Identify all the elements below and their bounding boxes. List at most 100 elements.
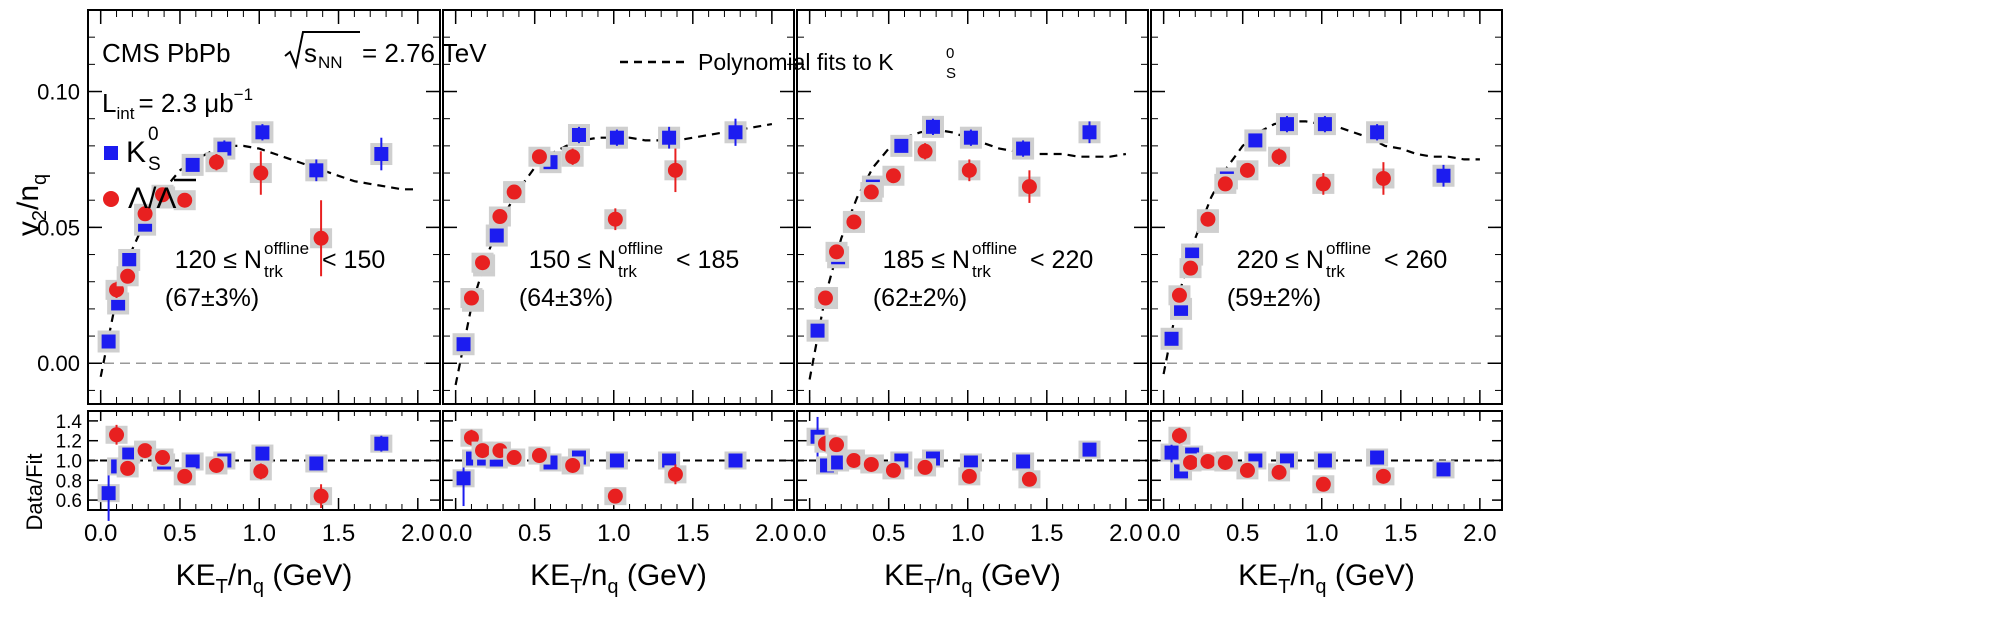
energy-sqrt-s: s [304,38,317,68]
lambda-ratio-point [109,427,125,443]
x-axis-title-part: /n [582,559,607,592]
lambda-point [208,154,224,170]
ks-point [456,337,471,352]
ks-ratio-point [728,453,743,468]
lambda-point [1200,211,1216,227]
legend-ks-sub: S [148,154,161,175]
lambda-point [1375,170,1391,186]
lambda-ratio-point [475,443,491,459]
ks-ratio-point [374,436,389,451]
lambda-ratio-point [177,468,193,484]
y-tick-label: 0.00 [37,351,80,376]
fit-legend-text: Polynomial fits to K [698,49,894,75]
ks-point [1317,117,1332,132]
multiplicity-suffix: < 185 [676,246,739,274]
luminosity-label: Lint = 2.3 μb−1 [102,85,253,123]
ks-ratio-point [609,453,624,468]
lambda-point [961,162,977,178]
multiplicity-suffix: < 260 [1384,246,1447,274]
x-axis-title-part: KE [1238,559,1278,592]
x-tick-label: 1.5 [676,520,709,547]
multiplicity-sup: offline [972,239,1017,258]
top-frame [1150,9,1503,405]
multiplicity-prefix: 150 ≤ N [529,246,616,274]
ks-point [111,296,126,311]
ratio-y-tick-label: 1.0 [56,452,82,473]
x-axis-title-part: (GeV) [264,559,352,592]
lambda-point [1183,260,1199,276]
ks-point [894,138,909,153]
lambda-ratio-point [565,457,581,473]
multiplicity-sub: trk [972,262,991,281]
lambda-point [475,255,491,271]
lambda-ratio-point [846,453,862,468]
ks-ratio-point [456,471,471,486]
x-axis-title-part: /n [1290,559,1315,592]
ks-point [1185,247,1200,262]
lambda-point [1315,176,1331,192]
ks-point [101,334,116,349]
ks-point [1248,133,1263,148]
ks-point [489,228,504,243]
top-frame [442,9,795,405]
x-axis-title-part: KE [530,559,570,592]
lambda-ratio-point [961,468,977,484]
lambda-point [463,290,479,306]
x-axis-title-part: /n [936,559,961,592]
ks-ratio-point [122,447,137,462]
multiplicity-sub: trk [1326,262,1345,281]
ks-point [122,252,137,267]
lambda-point [177,192,193,208]
lambda-point [817,290,833,306]
ks-ratio-point [1016,454,1031,469]
lambda-ratio-point [313,488,329,504]
lambda-point [120,268,136,284]
ks-point [217,141,232,156]
fit-curve [99,144,418,378]
x-tick-label: 1.0 [597,520,630,547]
lambda-ratio-point [607,488,623,504]
lambda-point [829,244,845,260]
x-axis-title-part: T [924,576,936,598]
ks-point [1082,125,1097,140]
ks-point [963,130,978,145]
y-axis-title-top: v2/nq [12,174,51,236]
lambda-point [506,184,522,200]
x-tick-label: 0.5 [1226,520,1259,547]
ratio-y-tick-label: 1.2 [56,432,82,453]
x-tick-label: 0.0 [1147,520,1180,547]
lambda-point [1021,179,1037,195]
x-tick-label: 1.5 [1384,520,1417,547]
ks-ratio-point [831,455,846,470]
lambda-ratio-point [1183,454,1199,470]
lambda-ratio-point [1021,471,1037,487]
ks-point [609,130,624,145]
x-tick-label: 2.0 [755,520,788,547]
x-tick-label: 1.0 [1305,520,1338,547]
ks-point [728,125,743,140]
centrality-label: (67±3%) [165,284,259,312]
lambda-ratio-point [120,460,136,476]
ks-ratio-point [309,456,324,471]
centrality-label: (62±2%) [873,284,967,312]
lambda-ratio-point [1171,428,1187,444]
ratio-y-tick-label: 1.4 [56,412,83,433]
lambda-ratio-point [155,450,171,466]
lambda-ratio-point [1239,462,1255,478]
multiplicity-sub: trk [618,262,637,281]
multiplicity-sup: offline [1326,239,1371,258]
energy-label-group: s NN = 2.76 TeV [284,31,487,72]
x-tick-label: 2.0 [1109,520,1142,547]
x-tick-label: 0.5 [163,520,196,547]
x-axis-title-part: (GeV) [619,559,707,592]
x-axis-title-part: T [216,576,228,598]
lambda-ratio-point [667,466,683,482]
ks-ratio-point [1436,462,1451,477]
x-tick-label: 2.0 [1463,520,1496,547]
ks-ratio-point [1164,445,1179,460]
multiplicity-suffix: < 150 [322,246,385,274]
ks-point [185,157,200,172]
lambda-ratio-point [863,456,879,472]
